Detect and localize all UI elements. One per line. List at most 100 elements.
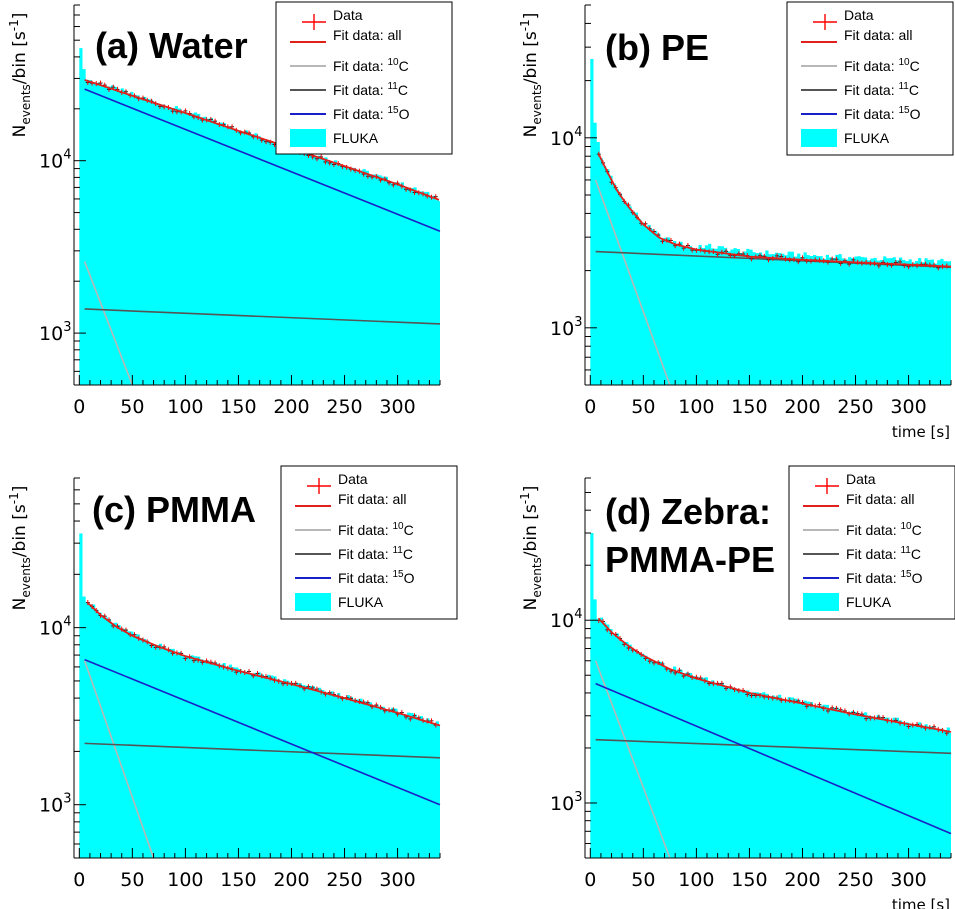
- legend-fit-mass: 15: [392, 569, 404, 580]
- x-tick-label: 0: [73, 869, 85, 891]
- y-tick-exp: 3: [574, 315, 582, 330]
- legend-label-fit-o15: Fit data: 15O: [844, 105, 921, 122]
- y-label-sup: -1: [518, 492, 532, 504]
- y-tick-label: 104: [39, 615, 71, 640]
- legend-fit-element: C: [399, 58, 409, 74]
- fluka-histogram: [79, 533, 440, 858]
- legend-fluka-swatch: [290, 129, 326, 147]
- panel-title: (c) PMMA: [92, 489, 256, 530]
- y-tick-base: 10: [550, 318, 574, 340]
- y-label-sup: -1: [518, 19, 532, 31]
- y-tick-exp: 3: [63, 792, 71, 807]
- legend-fit-element: C: [912, 522, 922, 538]
- legend-label-fit-o15: Fit data: 15O: [338, 569, 415, 586]
- legend-label-fit-all: Fit data: all: [844, 27, 912, 43]
- y-label-sub: events: [530, 557, 544, 597]
- panel-title-line1: (d) Zebra:: [605, 491, 771, 532]
- fit-all-line: [87, 602, 441, 727]
- x-tick-label: 0: [584, 396, 596, 418]
- legend-fit-element: O: [399, 106, 410, 122]
- legend-label-fit-c11: Fit data: 11C: [846, 545, 921, 562]
- fit-10c-line: [594, 660, 671, 859]
- legend-label-fluka: FLUKA: [844, 130, 890, 146]
- y-tick-base: 10: [550, 793, 574, 815]
- y-axis-label: Nevents/bin [s-1]: [7, 486, 33, 611]
- legend-fit-prefix: Fit data:: [333, 82, 387, 98]
- legend-fit-mass: 10: [898, 57, 910, 68]
- y-tick-exp: 3: [574, 790, 582, 805]
- legend-label-data: Data: [338, 471, 368, 487]
- y-tick-base: 10: [39, 795, 63, 817]
- x-tick-label: 100: [678, 396, 714, 418]
- legend-fit-prefix: Fit data:: [338, 570, 392, 586]
- y-tick-label: 103: [550, 790, 582, 815]
- y-tick-exp: 4: [574, 607, 582, 622]
- x-tick-label: 150: [220, 869, 256, 891]
- legend-box: [275, 1, 453, 155]
- x-tick-label: 50: [120, 396, 144, 418]
- x-tick-label: 200: [784, 396, 820, 418]
- legend-fit-prefix: Fit data:: [846, 570, 900, 586]
- legend-fit-element: C: [404, 522, 414, 538]
- y-label-close: ]: [521, 13, 541, 20]
- x-tick-label: 300: [379, 869, 415, 891]
- legend-label-fluka: FLUKA: [338, 594, 384, 610]
- y-tick-exp: 4: [63, 615, 71, 630]
- legend-fit-element: O: [912, 570, 923, 586]
- y-tick-label: 103: [39, 792, 71, 817]
- legend-fit-mass: 10: [392, 521, 404, 532]
- fit-11c-line: [595, 738, 952, 755]
- panel-title-line2: PMMA-PE: [605, 539, 775, 580]
- y-label-close: ]: [10, 486, 30, 493]
- y-label-base: N: [521, 125, 541, 138]
- y-label-rest: /bin [s: [10, 31, 30, 84]
- fit-15o-line: [84, 658, 441, 806]
- y-axis-label: Nevents/bin [s-1]: [7, 13, 33, 138]
- legend-fit-element: C: [911, 546, 921, 562]
- y-tick-label: 104: [550, 607, 582, 632]
- legend-label-fit-o15: Fit data: 15O: [846, 569, 923, 586]
- x-tick-label: 50: [120, 869, 144, 891]
- x-tick-label: 50: [631, 869, 655, 891]
- legend-fit-element: O: [404, 570, 415, 586]
- legend-label-fit-c10: Fit data: 10C: [844, 57, 920, 74]
- legend-fit-mass: 15: [898, 105, 910, 116]
- legend-fit-prefix: Fit data:: [844, 58, 898, 74]
- y-tick-base: 10: [39, 151, 63, 173]
- x-tick-label: 300: [890, 396, 926, 418]
- legend-fit-element: O: [910, 106, 921, 122]
- x-tick-label: 100: [167, 869, 203, 891]
- fluka-histogram: [79, 48, 440, 385]
- y-axis-label: Nevents/bin [s-1]: [518, 486, 544, 611]
- fluka-histogram: [590, 533, 951, 858]
- legend-fit-prefix: Fit data:: [844, 82, 898, 98]
- legend-fit-element: C: [910, 58, 920, 74]
- y-tick-exp: 4: [63, 148, 71, 163]
- legend-label-fit-c10: Fit data: 10C: [338, 521, 414, 538]
- legend-label-fit-c10: Fit data: 10C: [846, 521, 922, 538]
- fit-all-line: [597, 153, 952, 268]
- x-tick-label: 0: [73, 396, 85, 418]
- y-tick-base: 10: [39, 618, 63, 640]
- legend-fluka-swatch: [295, 593, 331, 611]
- x-tick-label: 250: [837, 869, 873, 891]
- y-label-base: N: [521, 598, 541, 611]
- legend-label-fit-c10: Fit data: 10C: [333, 57, 409, 74]
- y-label-close: ]: [521, 486, 541, 493]
- y-tick-label: 103: [550, 315, 582, 340]
- x-tick-label: 50: [631, 396, 655, 418]
- x-tick-label: 250: [326, 869, 362, 891]
- legend-fit-element: C: [398, 82, 408, 98]
- fit-10c-line: [83, 660, 155, 859]
- legend-label-data: Data: [844, 7, 874, 23]
- y-label-sub: events: [530, 84, 544, 124]
- x-tick-label: 150: [220, 396, 256, 418]
- legend-fit-prefix: Fit data:: [338, 546, 392, 562]
- panel-title: (a) Water: [95, 25, 248, 66]
- y-label-rest: /bin [s: [10, 504, 30, 557]
